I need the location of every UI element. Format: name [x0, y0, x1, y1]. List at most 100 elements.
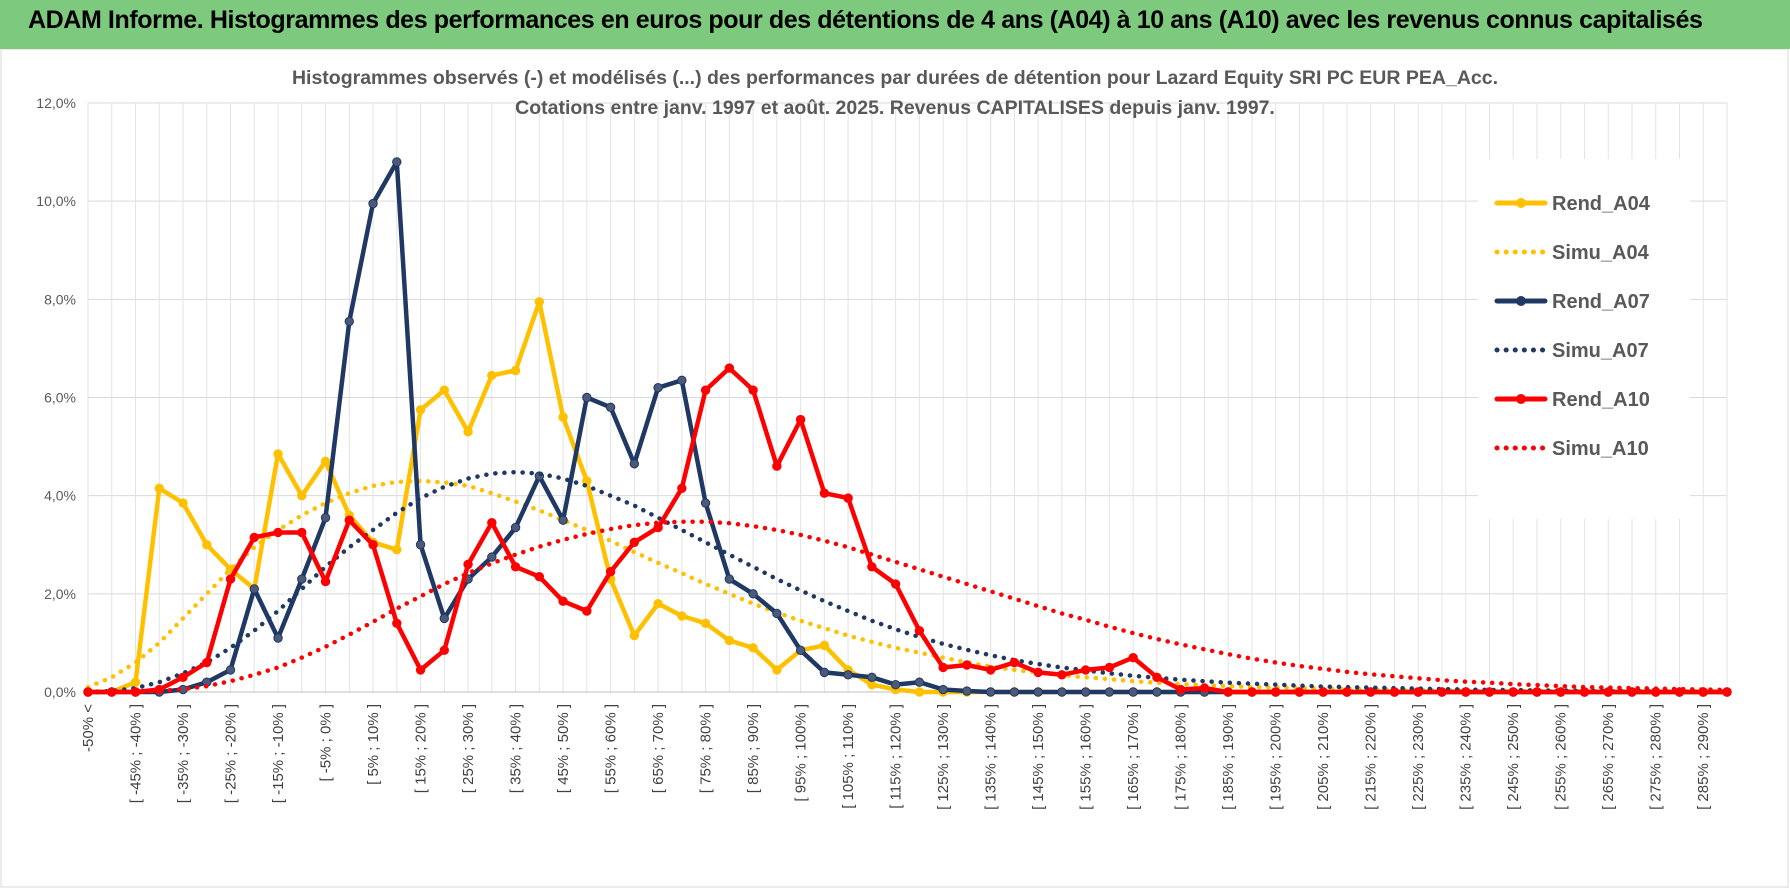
- x-tick-label: [ -25% ; -20% ]: [223, 704, 240, 803]
- data-point-rend-a10: [1461, 687, 1471, 697]
- chart-area: 0,0% 2,0% 4,0% 6,0% 8,0% 10,0% 12,0% -50% < [ -4…: [0, 48, 1790, 888]
- data-point-rend-a10: [985, 665, 996, 675]
- x-tick-label: [ 65% ; 70% ]: [650, 704, 667, 793]
- data-point-rend-a10: [1556, 687, 1566, 697]
- x-tick-label: [ 85% ; 90% ]: [745, 704, 762, 793]
- data-point-rend-a10: [558, 596, 568, 606]
- data-point-rend-a07: [1080, 687, 1091, 697]
- x-tick-label: [ 225% ; 230% ]: [1410, 704, 1427, 810]
- data-point-rend-a07: [605, 402, 616, 413]
- data-point-rend-a10: [1104, 662, 1115, 673]
- data-point-rend-a07: [1033, 687, 1043, 697]
- y-tick-label: 6,0%: [44, 390, 76, 406]
- x-tick-label: [ 185% ; 190% ]: [1220, 704, 1237, 810]
- report-banner: ADAM Informe. Histogrammes des performan…: [0, 0, 1790, 49]
- chart-title: Histogrammes observés (-) et modélisés (…: [292, 67, 1498, 89]
- data-point-rend-a04: [154, 483, 164, 494]
- x-tick-label: [ 125% ; 130% ]: [935, 704, 952, 810]
- x-tick-label: [ 15% ; 20% ]: [413, 704, 430, 793]
- data-point-rend-a07: [1128, 687, 1138, 697]
- series-line-rend-a10: [85, 365, 1730, 695]
- data-point-rend-a07: [439, 613, 450, 624]
- y-tick-label: 12,0%: [36, 95, 76, 111]
- data-point-rend-a07: [558, 515, 568, 525]
- x-tick-label: [ 155% ; 160% ]: [1078, 704, 1095, 810]
- data-point-rend-a10: [392, 618, 402, 628]
- data-point-rend-a10: [1389, 687, 1400, 697]
- x-tick-label: [ 255% ; 260% ]: [1553, 704, 1570, 810]
- data-point-rend-a04: [392, 544, 402, 555]
- data-point-rend-a04: [273, 449, 283, 459]
- data-point-rend-a07: [890, 679, 901, 690]
- data-point-rend-a04: [439, 385, 450, 395]
- data-point-rend-a10: [772, 461, 782, 471]
- legend-marker: [1516, 296, 1526, 306]
- data-point-rend-a04: [700, 618, 711, 628]
- data-point-rend-a07: [487, 552, 497, 562]
- legend-label: Simu_A10: [1552, 438, 1649, 460]
- data-point-rend-a10: [1318, 687, 1328, 697]
- data-point-rend-a10: [1009, 657, 1020, 668]
- data-point-rend-a10: [463, 559, 473, 570]
- x-tick-label: [ 55% ; 60% ]: [603, 704, 620, 793]
- data-point-rend-a10: [1365, 687, 1376, 697]
- data-point-rend-a07: [867, 672, 877, 682]
- data-point-rend-a10: [938, 662, 948, 673]
- data-point-rend-a04: [724, 635, 735, 646]
- data-point-rend-a07: [653, 382, 663, 393]
- data-point-rend-a10: [320, 576, 331, 587]
- data-point-rend-a07: [938, 684, 948, 695]
- data-point-rend-a07: [249, 584, 259, 594]
- data-point-rend-a10: [1508, 687, 1518, 697]
- data-point-rend-a04: [415, 405, 426, 415]
- data-point-rend-a04: [772, 665, 782, 675]
- data-point-rend-a04: [130, 677, 141, 687]
- data-point-rend-a10: [1152, 672, 1162, 682]
- data-point-rend-a04: [202, 540, 212, 550]
- data-point-rend-a07: [415, 540, 426, 550]
- data-point-rend-a07: [320, 513, 331, 523]
- data-point-rend-a10: [344, 515, 354, 525]
- x-tick-label: -50% <: [80, 704, 97, 752]
- x-tick-label: [ 35% ; 40% ]: [508, 704, 525, 793]
- data-point-rend-a10: [1199, 683, 1210, 693]
- data-point-rend-a04: [677, 611, 687, 621]
- data-point-rend-a10: [795, 414, 806, 425]
- data-point-rend-a10: [962, 660, 972, 670]
- data-point-rend-a10: [605, 567, 616, 577]
- data-point-rend-a07: [700, 498, 711, 508]
- data-point-rend-a10: [1223, 687, 1233, 697]
- data-point-rend-a10: [1080, 665, 1091, 675]
- data-point-rend-a10: [843, 493, 853, 503]
- data-point-rend-a04: [463, 427, 473, 437]
- data-point-rend-a10: [890, 579, 901, 589]
- data-point-rend-a10: [202, 657, 212, 668]
- data-point-rend-a07: [724, 574, 735, 584]
- data-point-rend-a07: [273, 633, 283, 643]
- data-point-rend-a10: [677, 483, 687, 494]
- data-point-rend-a10: [1128, 652, 1138, 663]
- data-point-rend-a10: [819, 488, 830, 498]
- data-point-rend-a07: [1152, 687, 1162, 697]
- legend-box: [1478, 159, 1690, 519]
- data-point-rend-a10: [914, 625, 925, 636]
- x-tick-label: [ 195% ; 200% ]: [1268, 704, 1285, 810]
- data-point-rend-a10: [700, 385, 711, 395]
- histogram-chart: 0,0% 2,0% 4,0% 6,0% 8,0% 10,0% 12,0% -50% < [ -4…: [0, 48, 1789, 888]
- data-point-rend-a10: [1033, 667, 1043, 678]
- legend-label: Rend_A10: [1552, 389, 1650, 411]
- data-point-rend-a10: [1342, 687, 1352, 697]
- y-tick-label: 0,0%: [44, 684, 76, 700]
- data-point-rend-a07: [985, 687, 996, 697]
- data-point-rend-a10: [225, 574, 236, 584]
- legend-label: Rend_A07: [1552, 291, 1650, 313]
- series-line-simu-a10: [85, 519, 1730, 695]
- data-point-rend-a07: [392, 157, 402, 167]
- data-point-rend-a10: [1579, 687, 1590, 697]
- x-tick-label: [ -5% ; 0% ]: [318, 704, 335, 782]
- data-point-rend-a10: [582, 606, 592, 616]
- y-tick-label: 10,0%: [36, 193, 76, 209]
- data-point-rend-a10: [867, 562, 877, 572]
- data-point-rend-a10: [249, 532, 259, 543]
- data-point-rend-a10: [439, 645, 450, 655]
